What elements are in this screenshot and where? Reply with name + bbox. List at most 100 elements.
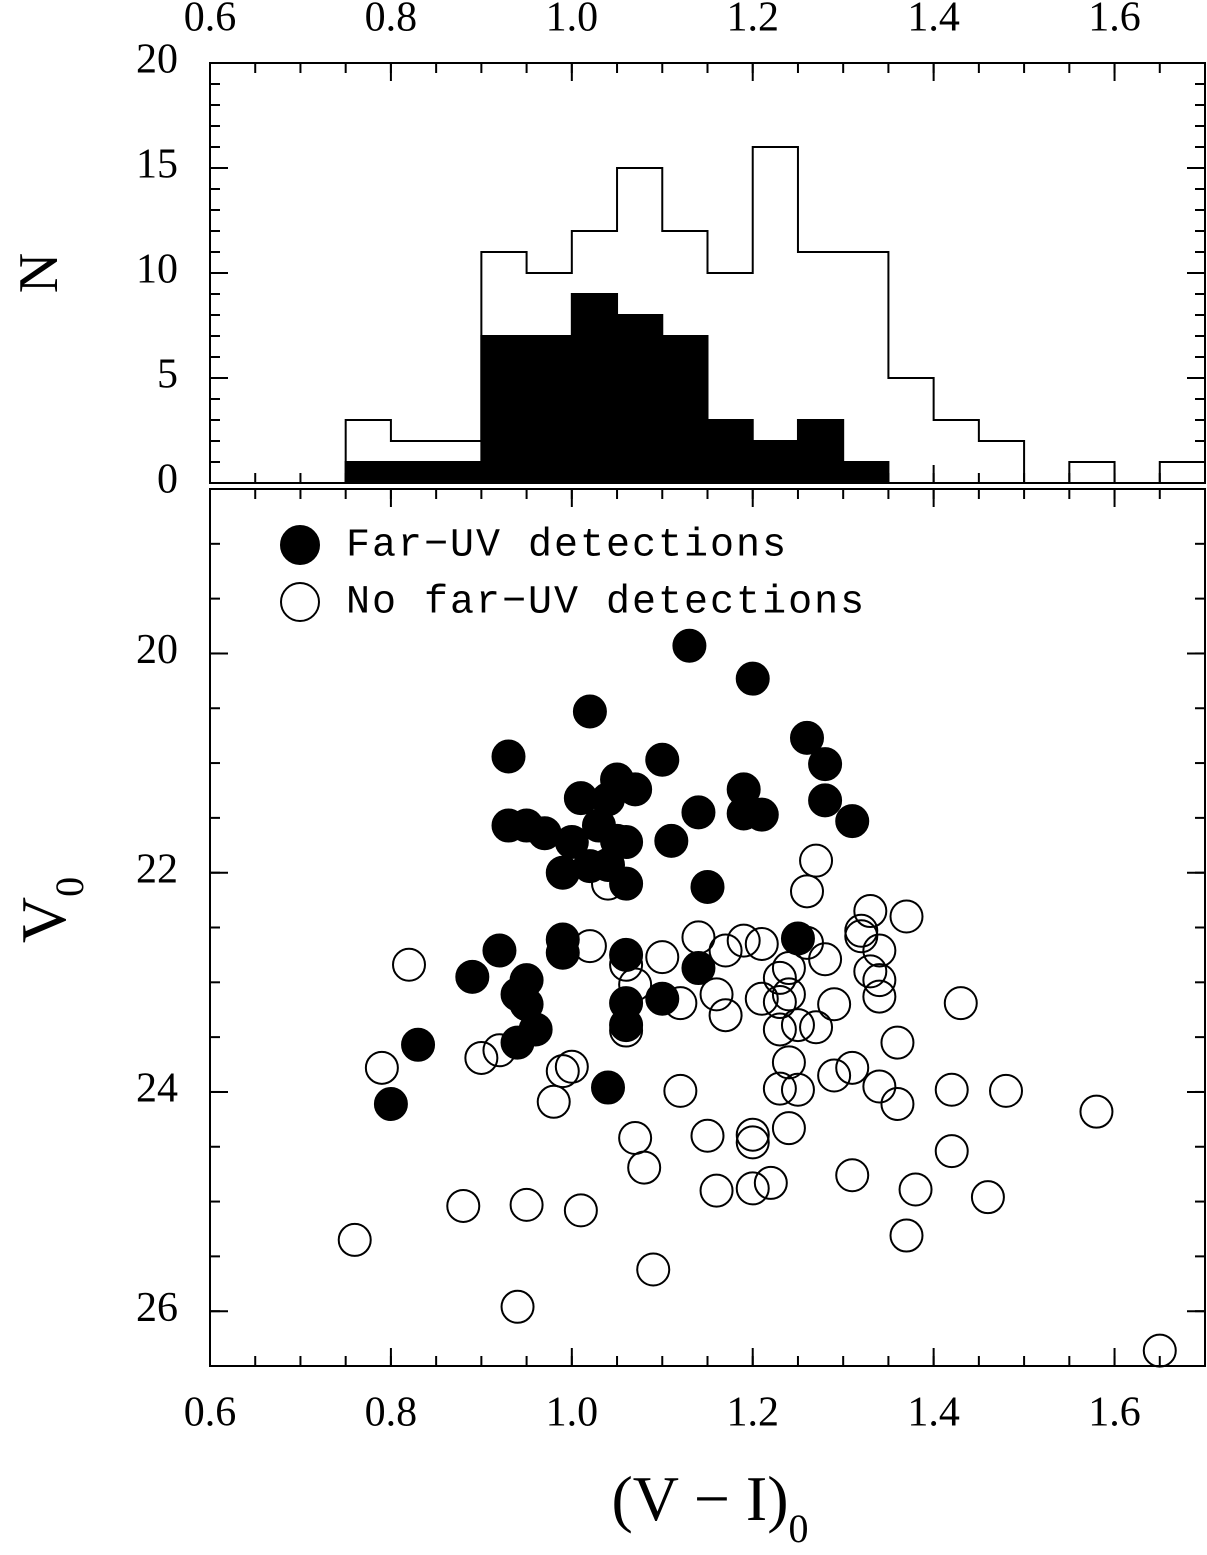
scatter-point <box>708 998 743 1033</box>
scatter-point <box>699 977 734 1012</box>
scatter-point <box>500 1025 535 1060</box>
scatter-point <box>491 739 526 774</box>
scatter-point <box>337 1222 372 1257</box>
histogram-bar <box>842 461 890 484</box>
scatter-point <box>880 1086 915 1121</box>
scatter-point <box>771 1111 806 1146</box>
scatter-point <box>464 1040 499 1075</box>
scatter-point <box>554 824 589 859</box>
scatter-point <box>618 1120 653 1155</box>
scatter-point <box>554 1049 589 1084</box>
scatter-point <box>364 1050 399 1085</box>
scatter-point <box>853 894 888 929</box>
scatter-point <box>862 933 897 968</box>
y-axis-label-sub: 0 <box>47 877 92 897</box>
y-tick-label: 5 <box>157 352 178 398</box>
y-tick-label: 26 <box>136 1285 178 1331</box>
scatter-point <box>799 843 834 878</box>
histogram-bar <box>389 461 438 484</box>
x-tick-label: 1.4 <box>907 0 960 41</box>
scatter-point <box>1079 1094 1114 1129</box>
scatter-point <box>563 1193 598 1228</box>
scatter-point <box>762 985 797 1020</box>
y-tick-label: 22 <box>136 846 178 892</box>
y-tick-label: 24 <box>136 1066 178 1112</box>
histogram-bar <box>616 314 664 484</box>
scatter-point <box>726 923 761 958</box>
scatter-point <box>1142 1333 1177 1368</box>
scatter-point <box>455 959 490 994</box>
y-axis-label: N <box>8 253 70 293</box>
scatter-point <box>771 951 806 986</box>
scatter-point <box>735 661 770 696</box>
scatter-point <box>627 1150 662 1185</box>
scatter-point <box>609 866 644 901</box>
scatter-point <box>862 979 897 1014</box>
scatter-point <box>735 1171 770 1206</box>
histogram-bar <box>525 335 573 484</box>
scatter-point <box>690 1118 725 1153</box>
histogram-bar <box>344 461 392 484</box>
plot-frame <box>209 488 1206 1367</box>
scatter-point <box>545 935 580 970</box>
scatter-point <box>672 628 707 663</box>
scatter-point <box>835 1158 870 1193</box>
scatter-point <box>392 947 426 982</box>
y-tick-label: 15 <box>136 142 178 188</box>
scatter-point <box>835 1050 870 1085</box>
scatter-point <box>771 977 806 1012</box>
legend-marker <box>280 582 320 622</box>
scatter-point <box>808 747 843 782</box>
scatter-point <box>898 1172 933 1207</box>
scatter-point <box>808 942 843 977</box>
scatter-point <box>780 1072 815 1107</box>
scatter-point <box>373 1086 408 1121</box>
scatter-point <box>735 1125 770 1160</box>
x-tick-label: 1.6 <box>1088 1390 1141 1436</box>
scatter-point <box>645 940 680 975</box>
x-tick-label: 1.0 <box>546 0 599 41</box>
scatter-point <box>934 1134 969 1169</box>
scatter-point <box>862 1069 897 1104</box>
scatter-point <box>880 1025 915 1060</box>
y-tick-label: 20 <box>136 627 178 673</box>
scatter-point <box>989 1073 1023 1108</box>
scatter-point <box>690 869 725 904</box>
scatter-point <box>762 1012 797 1047</box>
scatter-point <box>681 795 716 830</box>
x-tick-label: 1.0 <box>546 1390 599 1436</box>
scatter-point <box>545 855 580 890</box>
scatter-point <box>889 1218 924 1253</box>
scatter-point <box>681 951 716 986</box>
legend-label: No far−UV detections <box>346 581 866 626</box>
histogram-outline <box>344 146 1206 484</box>
scatter-point <box>844 919 879 954</box>
x-tick-label: 0.8 <box>365 1390 418 1436</box>
histogram-bar <box>570 293 619 484</box>
x-tick-label: 1.4 <box>907 1390 960 1436</box>
scatter-point <box>808 783 843 818</box>
scatter-point <box>609 1013 644 1048</box>
scatter-point <box>509 1187 544 1222</box>
scatter-point <box>889 899 924 934</box>
scatter-point <box>970 1180 1005 1215</box>
scatter-point <box>744 926 779 961</box>
scatter-point <box>771 1045 806 1080</box>
scatter-point <box>482 933 517 968</box>
legend-label: Far−UV detections <box>346 524 788 569</box>
scatter-point <box>609 824 644 859</box>
histogram-bar <box>751 440 799 484</box>
scatter-point <box>817 987 852 1022</box>
scatter-point <box>446 1188 481 1223</box>
scatter-point <box>744 981 779 1016</box>
scatter-point <box>536 1084 571 1119</box>
scatter-point <box>482 1033 517 1068</box>
scatter-point <box>762 1071 797 1106</box>
y-axis-label: V0 <box>8 877 93 943</box>
x-tick-label: 1.6 <box>1088 0 1141 41</box>
x-tick-label: 0.6 <box>184 0 237 41</box>
scatter-point <box>545 1054 580 1089</box>
scatter-point <box>753 1165 788 1200</box>
scatter-point <box>645 742 680 777</box>
